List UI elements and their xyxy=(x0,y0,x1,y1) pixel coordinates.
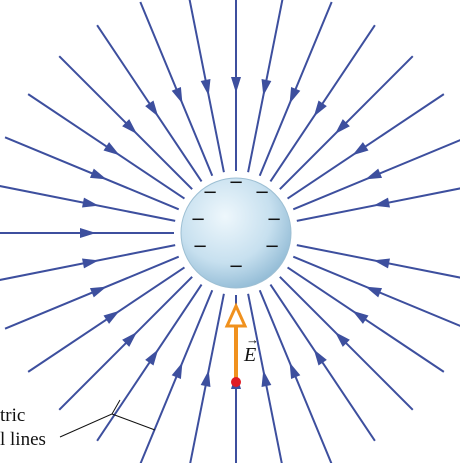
field-line-arrowhead xyxy=(289,86,301,104)
field-line-arrowhead xyxy=(89,286,107,298)
e-vector-label: → E xyxy=(244,332,259,366)
negative-charge-sign: − xyxy=(190,209,205,230)
negative-charge-sign: − xyxy=(192,236,207,257)
field-line-arrowhead xyxy=(145,349,159,366)
field-line-arrowhead xyxy=(313,349,327,366)
vector-arrow-glyph: → xyxy=(246,332,259,347)
field-line-arrowhead xyxy=(373,197,390,208)
field-line-arrowhead xyxy=(352,142,369,156)
field-line-arrowhead xyxy=(145,100,159,117)
field-line-arrowhead xyxy=(365,168,383,180)
field-line-arrowhead xyxy=(261,79,272,96)
field-line-arrowhead xyxy=(334,331,350,347)
field-line-arrowhead xyxy=(122,119,138,135)
field-line-arrowhead xyxy=(82,197,99,208)
field-line-arrowhead xyxy=(231,77,241,93)
field-line-arrowhead xyxy=(261,370,272,387)
field-line-arrowhead xyxy=(171,362,183,380)
electric-field-vector xyxy=(224,302,248,387)
test-charge-dot xyxy=(231,377,241,387)
field-line xyxy=(4,136,180,211)
field-line-arrowhead xyxy=(200,370,211,387)
negative-charges: −− −− −− −− xyxy=(190,172,281,277)
field-line-arrowhead xyxy=(103,310,120,324)
field-line-arrowhead xyxy=(365,286,383,298)
field-line-arrowhead xyxy=(352,310,369,324)
field-line-arrowhead xyxy=(89,168,107,180)
field-line-arrowhead xyxy=(122,331,138,347)
negative-charge-sign: − xyxy=(228,172,243,193)
label-line-2: l lines xyxy=(0,429,46,450)
field-line-arrowhead xyxy=(80,228,96,238)
field-line-arrowhead xyxy=(313,100,327,117)
field-line xyxy=(296,187,460,222)
field-line-arrowhead xyxy=(373,258,390,269)
negative-charge-sign: − xyxy=(228,256,243,277)
field-line-arrowhead xyxy=(171,86,183,104)
field-line-arrowhead xyxy=(82,258,99,269)
label-pointer-lines xyxy=(59,399,156,438)
field-line xyxy=(139,1,214,177)
field-line-arrowhead xyxy=(289,362,301,380)
charged-sphere xyxy=(180,177,292,289)
negative-charge-sign: − xyxy=(202,182,217,203)
negative-charge-sign: − xyxy=(254,182,269,203)
field-line-arrowhead xyxy=(334,119,350,135)
label-line-1: tric xyxy=(0,405,26,426)
negative-charge-sign: − xyxy=(266,209,281,230)
field-line-arrowhead xyxy=(200,79,211,96)
field-line xyxy=(296,244,460,279)
negative-charge-sign: − xyxy=(264,236,279,257)
field-line-arrowhead xyxy=(103,142,120,156)
